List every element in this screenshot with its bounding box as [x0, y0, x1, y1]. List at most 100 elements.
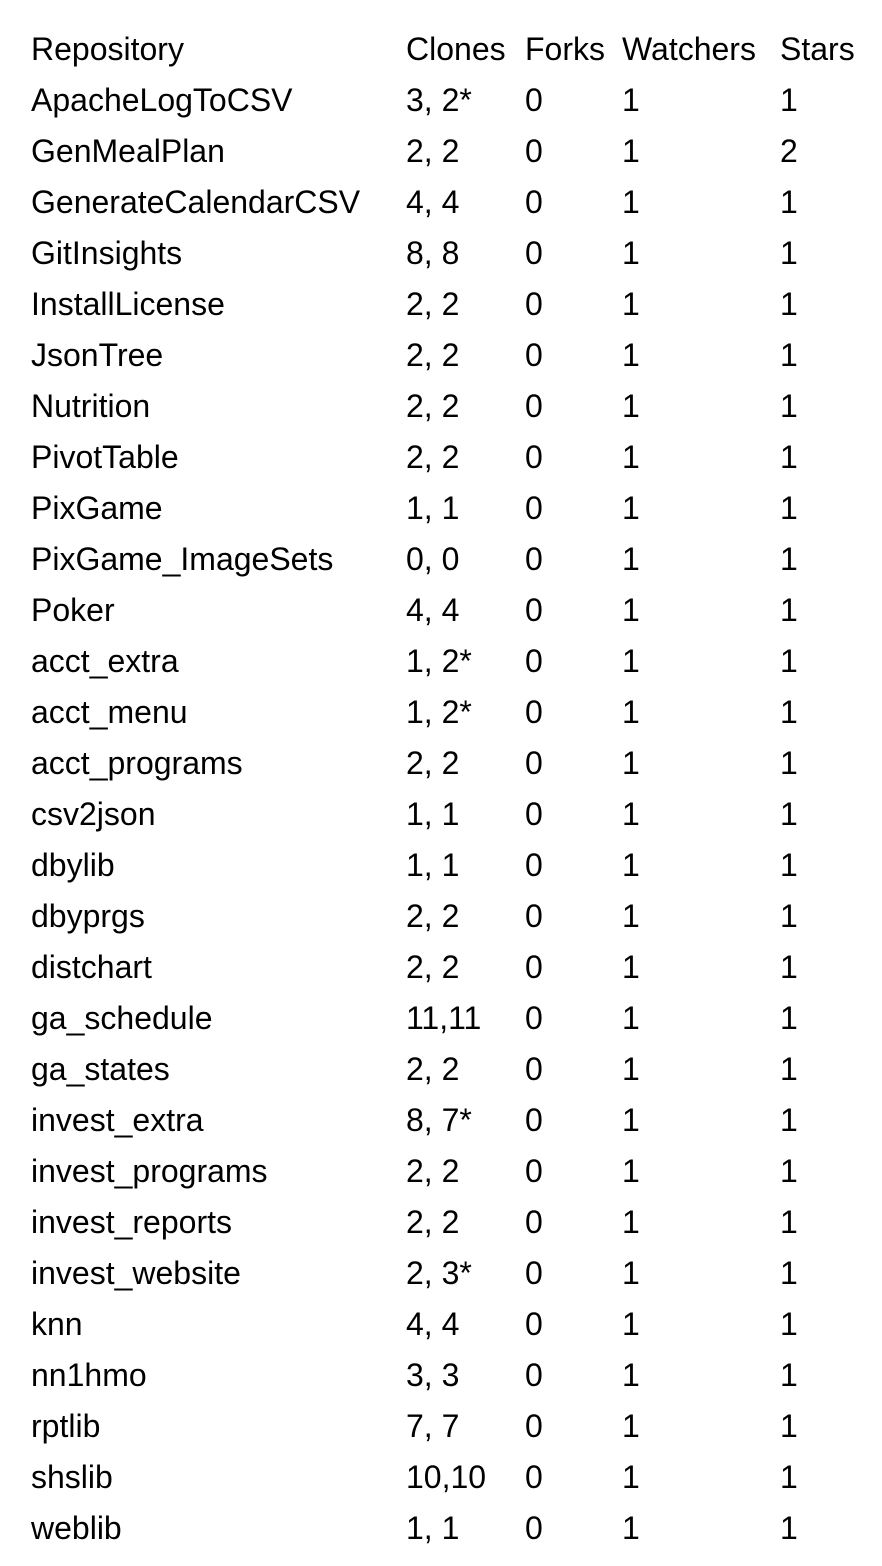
cell-stars-value: 1: [780, 388, 798, 424]
cell-stars: 1: [780, 993, 860, 1044]
cell-stars-value: 1: [780, 541, 798, 577]
cell-clones: 2, 2: [406, 439, 460, 475]
cell-forks: 0: [525, 126, 622, 177]
cell-repository: acct_menu: [31, 694, 188, 730]
cell-watchers-value: 1: [622, 949, 640, 985]
cell-watchers: 1: [622, 636, 780, 687]
cell-clones: 1, 2*: [406, 694, 472, 730]
header-forks: Forks: [525, 31, 605, 67]
cell-watchers-value: 1: [622, 337, 640, 373]
cell-stars: 1: [780, 534, 860, 585]
header-clones: Clones: [406, 31, 506, 67]
cell-forks-value: 0: [525, 847, 543, 883]
cell-stars: 1: [780, 738, 860, 789]
cell-stars: 1: [780, 1095, 860, 1146]
cell-repository: GenMealPlan: [31, 133, 225, 169]
cell-forks: 0: [525, 1503, 622, 1554]
cell-repository: dbylib: [31, 847, 115, 883]
cell-clones: 1, 2*: [406, 643, 472, 679]
cell-watchers: 1: [622, 738, 780, 789]
cell-repository: shslib: [31, 1459, 113, 1495]
cell-forks-value: 0: [525, 1459, 543, 1495]
cell-forks-value: 0: [525, 439, 543, 475]
cell-watchers: 1: [622, 789, 780, 840]
table-row: PixGame 1, 1 0 1 1: [31, 483, 860, 534]
table-row: csv2json 1, 1 0 1 1: [31, 789, 860, 840]
cell-stars: 1: [780, 279, 860, 330]
table-row: invest_website 2, 3* 0 1 1: [31, 1248, 860, 1299]
cell-stars-value: 1: [780, 286, 798, 322]
cell-forks: 0: [525, 942, 622, 993]
table-row: invest_extra 8, 7* 0 1 1: [31, 1095, 860, 1146]
cell-stars: 1: [780, 1197, 860, 1248]
table-row: Poker 4, 4 0 1 1: [31, 585, 860, 636]
cell-forks-value: 0: [525, 1357, 543, 1393]
cell-stars: 1: [780, 1248, 860, 1299]
cell-clones: 4, 4: [406, 1306, 460, 1342]
cell-forks: 0: [525, 993, 622, 1044]
cell-clones: 3, 3: [406, 1357, 460, 1393]
repository-stats-table: Repository Clones Forks Watchers Stars A…: [31, 24, 860, 1554]
cell-stars-value: 1: [780, 82, 798, 118]
header-repository: Repository: [31, 31, 184, 67]
cell-forks: 0: [525, 891, 622, 942]
cell-watchers: 1: [622, 942, 780, 993]
cell-stars: 1: [780, 1044, 860, 1095]
cell-stars-value: 1: [780, 1051, 798, 1087]
table-row: ga_schedule 11,11 0 1 1: [31, 993, 860, 1044]
table-row: invest_programs 2, 2 0 1 1: [31, 1146, 860, 1197]
cell-watchers-value: 1: [622, 541, 640, 577]
cell-forks: 0: [525, 1452, 622, 1503]
cell-watchers-value: 1: [622, 1102, 640, 1138]
cell-forks-value: 0: [525, 592, 543, 628]
cell-clones: 2, 2: [406, 337, 460, 373]
cell-forks-value: 0: [525, 643, 543, 679]
cell-clones: 10,10: [406, 1459, 487, 1495]
table-row: shslib 10,10 0 1 1: [31, 1452, 860, 1503]
cell-forks: 0: [525, 177, 622, 228]
cell-repository: acct_extra: [31, 643, 179, 679]
table-row: nn1hmo 3, 3 0 1 1: [31, 1350, 860, 1401]
cell-stars-value: 1: [780, 796, 798, 832]
cell-stars-value: 1: [780, 1408, 798, 1444]
cell-stars: 1: [780, 840, 860, 891]
cell-stars-value: 1: [780, 1204, 798, 1240]
cell-forks-value: 0: [525, 337, 543, 373]
cell-clones: 2, 2: [406, 898, 460, 934]
cell-clones: 2, 2: [406, 133, 460, 169]
cell-forks: 0: [525, 1197, 622, 1248]
cell-forks: 0: [525, 1299, 622, 1350]
cell-stars-value: 1: [780, 235, 798, 271]
table-row: ga_states 2, 2 0 1 1: [31, 1044, 860, 1095]
cell-clones: 4, 4: [406, 184, 460, 220]
cell-repository: acct_programs: [31, 745, 243, 781]
cell-watchers-value: 1: [622, 1255, 640, 1291]
cell-watchers: 1: [622, 483, 780, 534]
cell-clones: 2, 2: [406, 745, 460, 781]
cell-watchers: 1: [622, 1197, 780, 1248]
table-body: ApacheLogToCSV 3, 2* 0 1 1 GenMealPlan 2, 2 0 1…: [31, 75, 860, 1554]
table-row: ApacheLogToCSV 3, 2* 0 1 1: [31, 75, 860, 126]
table-row: GenMealPlan 2, 2 0 1 2: [31, 126, 860, 177]
cell-watchers: 1: [622, 840, 780, 891]
cell-forks-value: 0: [525, 1000, 543, 1036]
cell-stars: 1: [780, 1401, 860, 1452]
cell-clones: 2, 2: [406, 286, 460, 322]
cell-repository: dbyprgs: [31, 898, 145, 934]
cell-stars-value: 2: [780, 133, 798, 169]
cell-forks-value: 0: [525, 82, 543, 118]
table-row: dbyprgs 2, 2 0 1 1: [31, 891, 860, 942]
cell-watchers-value: 1: [622, 1306, 640, 1342]
cell-forks: 0: [525, 1095, 622, 1146]
cell-stars-value: 1: [780, 592, 798, 628]
cell-watchers: 1: [622, 891, 780, 942]
cell-stars: 1: [780, 432, 860, 483]
cell-clones: 2, 2: [406, 1051, 460, 1087]
table-row: rptlib 7, 7 0 1 1: [31, 1401, 860, 1452]
cell-stars: 1: [780, 330, 860, 381]
cell-watchers-value: 1: [622, 235, 640, 271]
cell-watchers: 1: [622, 534, 780, 585]
table-row: InstallLicense 2, 2 0 1 1: [31, 279, 860, 330]
cell-watchers-value: 1: [622, 796, 640, 832]
cell-watchers-value: 1: [622, 643, 640, 679]
